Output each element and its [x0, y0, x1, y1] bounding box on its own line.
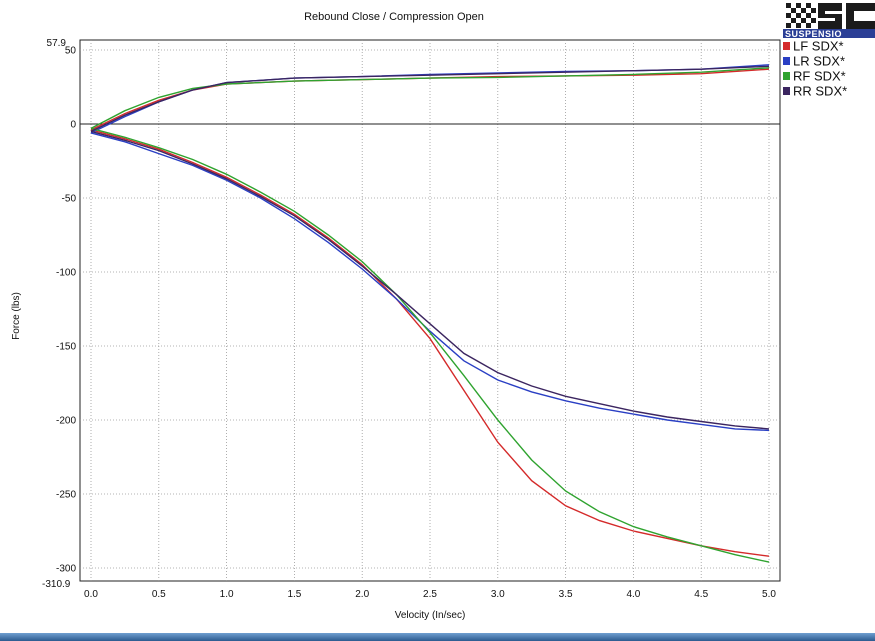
legend-swatch: [783, 72, 790, 80]
axis-ticks: 0.0 0.5 1.0 1.5 2.0 2.5 3.0 3.5 4.0 4.5 5.0 50 0 -50 -…: [42, 38, 776, 600]
y-min-label: -310.9: [42, 579, 71, 590]
y-tick-label: 0: [70, 120, 76, 131]
x-tick-label: 3.0: [491, 589, 505, 600]
logo-banner: [783, 29, 875, 38]
series-rf-sdx-compression: [90, 67, 770, 130]
logo-check-cell: [806, 8, 811, 13]
logo-check-cell: [811, 3, 816, 8]
logo-text: SUSPENSIO: [785, 29, 842, 39]
x-tick-label: 3.5: [559, 589, 573, 600]
logo-check-cell: [786, 8, 791, 13]
series-rr-sdx-rebound: [90, 130, 770, 430]
x-tick-label: 4.0: [626, 589, 640, 600]
logo-check-cell: [796, 13, 801, 18]
y-tick-label: -250: [56, 490, 76, 501]
legend-entry: RF SDX*: [793, 69, 846, 84]
x-tick-label: 4.5: [694, 589, 708, 600]
y-tick-label: -200: [56, 416, 76, 427]
logo-check-cell: [796, 23, 801, 28]
logo-check-cell: [801, 3, 806, 8]
logo-check-cell: [786, 3, 791, 8]
series-rf-sdx-rebound: [90, 127, 770, 563]
logo-check-cell: [791, 3, 796, 8]
x-tick-label: 2.0: [355, 589, 369, 600]
y-tick-label: -50: [62, 194, 77, 205]
series-rr-sdx-compression: [90, 65, 770, 133]
chart-title: Rebound Close / Compression Open: [304, 11, 484, 23]
y-tick-label: -150: [56, 342, 76, 353]
legend-entry: LR SDX*: [793, 54, 845, 69]
logo-check-cell: [806, 13, 811, 18]
y-max-label: 57.9: [47, 38, 67, 49]
logo-check-cell: [786, 23, 791, 28]
logo-check-cell: [796, 18, 801, 23]
logo-check-cell: [801, 18, 806, 23]
x-tick-label: 1.0: [220, 589, 234, 600]
logo-check-cell: [796, 8, 801, 13]
x-tick-label: 0.5: [152, 589, 166, 600]
y-tick-label: -300: [56, 564, 76, 575]
x-axis-title: Velocity (In/sec): [395, 610, 466, 621]
legend-swatch: [783, 57, 790, 65]
legend: LF SDX*LR SDX*RF SDX*RR SDX*: [783, 39, 847, 99]
window-bottom-bar: [0, 633, 875, 641]
legend-swatch: [783, 42, 790, 50]
x-tick-label: 0.0: [84, 589, 98, 600]
legend-entry: LF SDX*: [793, 39, 844, 54]
logo-check-cell: [811, 18, 816, 23]
logo-check-cell: [806, 23, 811, 28]
logo-check-cell: [791, 13, 796, 18]
legend-swatch: [783, 87, 790, 95]
logo-check-cell: [801, 23, 806, 28]
series-lr-sdx-rebound: [90, 132, 770, 432]
y-tick-label: -100: [56, 268, 76, 279]
logo-check-cell: [811, 8, 816, 13]
logo-check-cell: [796, 3, 801, 8]
logo-letter-c-icon: [846, 3, 875, 29]
checkered-flag-icon: [786, 3, 816, 28]
logo-check-cell: [791, 18, 796, 23]
logo-check-cell: [791, 23, 796, 28]
logo-check-cell: [786, 18, 791, 23]
legend-entry: RR SDX*: [793, 84, 847, 99]
y-axis-title: Force (lbs): [11, 292, 22, 340]
brand-logo: SUSPENSIO: [783, 3, 875, 39]
x-tick-label: 1.5: [287, 589, 301, 600]
logo-check-cell: [801, 13, 806, 18]
logo-check-cell: [806, 3, 811, 8]
logo-check-cell: [811, 23, 816, 28]
logo-check-cell: [811, 13, 816, 18]
x-tick-label: 2.5: [423, 589, 437, 600]
logo-check-cell: [786, 13, 791, 18]
logo-check-cell: [791, 8, 796, 13]
logo-check-cell: [801, 8, 806, 13]
series-lf-sdx-rebound: [90, 129, 770, 557]
x-tick-label: 5.0: [762, 589, 776, 600]
logo-letter-s-icon: [818, 3, 842, 29]
logo-check-cell: [806, 18, 811, 23]
y-tick-label: 50: [65, 46, 77, 57]
series-layer: [90, 64, 770, 563]
